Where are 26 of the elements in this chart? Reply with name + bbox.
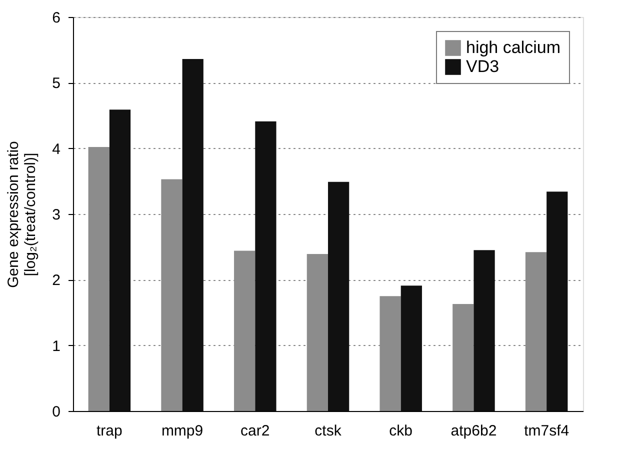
y-axis-title: Gene expression ratio [log₂(treat/control)] [5,141,40,288]
bar [328,182,350,411]
x-tick-label: ctsk [314,422,342,440]
legend-label: VD3 [466,57,500,76]
bar [400,286,422,411]
y-tick-label: 6 [52,10,60,26]
y-tick-label: 2 [52,272,60,290]
x-tick-label: trap [96,422,122,440]
x-tick-label: car2 [240,422,270,440]
bar [109,110,131,411]
y-tick-label: 4 [52,140,60,158]
bar [546,192,568,411]
bar [452,304,474,411]
y-tick-label: 1 [52,338,60,355]
x-tick-label: atp6b2 [450,422,497,440]
y-tick-label: 0 [52,404,60,420]
bar [474,250,495,411]
bar [88,147,110,411]
x-tick-label: tm7sf4 [524,422,570,440]
x-tick-label: ckb [389,422,413,440]
y-tick-label: 3 [52,206,60,224]
bar [255,121,276,411]
y-tick-label: 5 [52,75,60,92]
legend-label: high calcium [466,38,560,57]
x-tick-label: mmp9 [161,422,204,440]
bar [182,59,204,411]
